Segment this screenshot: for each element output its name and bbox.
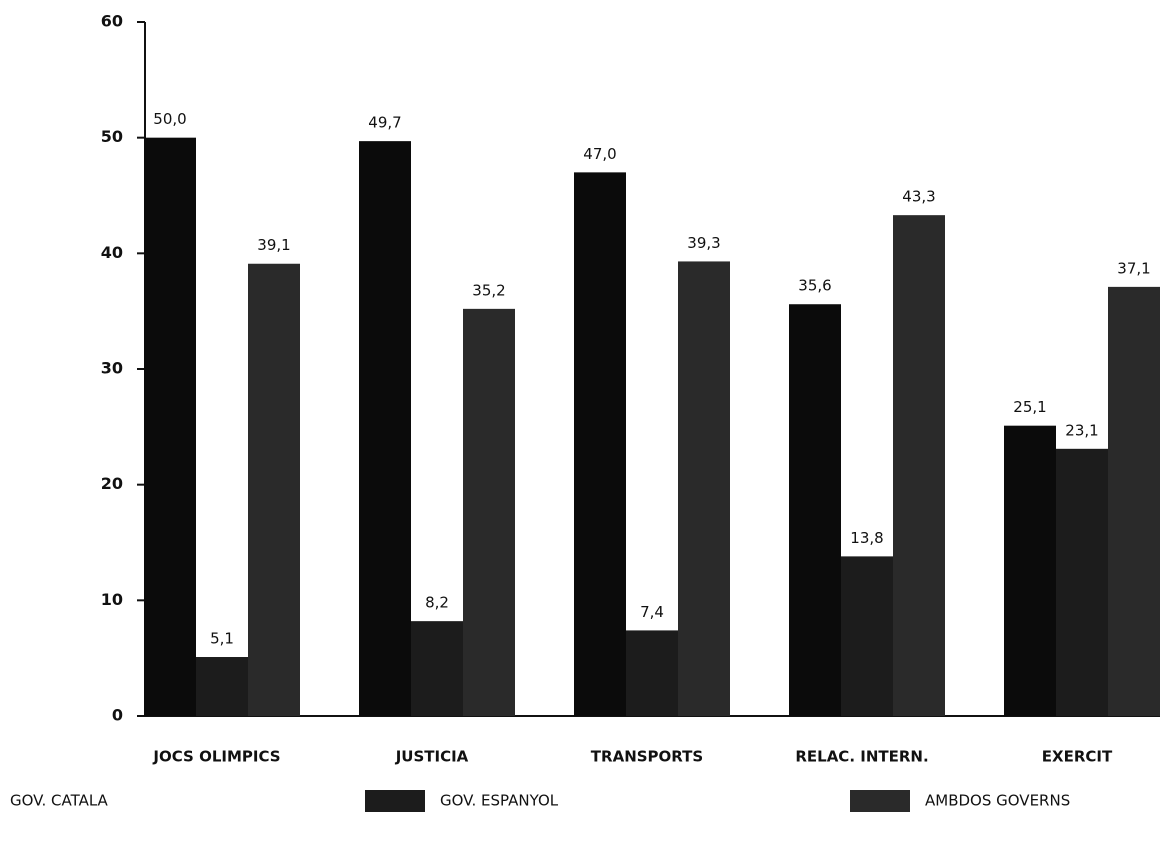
bar [196,657,248,716]
bar [841,556,893,716]
y-tick-label: 0 [112,706,123,725]
value-label: 35,2 [472,281,505,299]
y-tick-label: 60 [101,12,123,31]
bar [678,261,730,716]
y-tick-label: 40 [101,243,123,262]
value-label: 25,1 [1013,398,1046,416]
legend-label: AMBDOS GOVERNS [925,792,1070,810]
bar [1004,425,1056,716]
y-tick-label: 30 [101,359,123,378]
bar [574,172,626,716]
bar [411,621,463,716]
value-label: 49,7 [368,114,401,132]
value-label: 39,1 [257,236,290,254]
bar [789,304,841,716]
value-label: 7,4 [640,603,664,621]
x-tick-label: JUSTICIA [395,748,469,766]
bar [359,141,411,717]
value-label: 39,3 [687,234,720,252]
value-label: 23,1 [1065,421,1098,439]
y-tick-label: 50 [101,127,123,146]
value-label: 47,0 [583,145,616,163]
y-tick-label: 10 [101,590,123,609]
y-tick-label: 20 [101,474,123,493]
value-label: 35,6 [798,277,831,295]
bar [1056,448,1108,716]
bar [463,308,515,716]
x-tick-label: TRANSPORTS [591,748,703,766]
value-label: 13,8 [850,529,883,547]
x-tick-label: JOCS OLIMPICS [152,748,280,766]
legend-swatch [365,790,425,812]
bar [893,215,945,716]
bar [626,630,678,716]
legend-label: GOV. ESPANYOL [440,792,559,810]
legend-label: GOV. CATALA [10,792,109,810]
value-label: 43,3 [902,188,935,206]
value-label: 5,1 [210,630,234,648]
value-label: 37,1 [1117,259,1150,277]
x-tick-label: EXERCIT [1042,748,1113,766]
legend-swatch [850,790,910,812]
x-tick-label: RELAC. INTERN. [795,748,928,766]
bar [144,137,196,716]
bar [248,263,300,716]
bar [1108,286,1160,716]
value-label: 50,0 [153,110,186,128]
value-label: 8,2 [425,594,449,612]
